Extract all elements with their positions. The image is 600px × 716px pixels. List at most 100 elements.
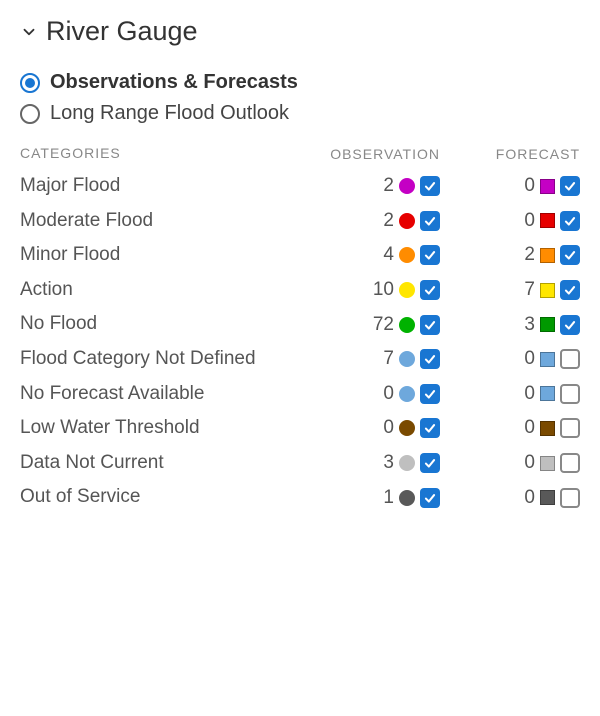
panel-title: River Gauge (46, 16, 198, 47)
forecast-color-swatch (540, 352, 555, 367)
forecast-count: 2 (513, 244, 535, 266)
observation-color-swatch (399, 213, 415, 229)
forecast-count: 0 (513, 348, 535, 370)
observation-group: 7 (372, 348, 440, 370)
header-observation: OBSERVATION (330, 146, 440, 162)
forecast-checkbox[interactable] (560, 453, 580, 473)
radio-observations-forecasts[interactable]: Observations & Forecasts (20, 71, 580, 94)
observation-count: 72 (372, 314, 394, 336)
table-row: Out of Service 1 0 (20, 484, 580, 511)
categories-table: CATEGORIES OBSERVATION FORECAST Major Fl… (20, 145, 580, 511)
forecast-group: 0 (513, 383, 580, 405)
forecast-color-swatch (540, 283, 555, 298)
header-categories: CATEGORIES (20, 145, 121, 161)
table-row: No Flood 72 3 (20, 311, 580, 338)
forecast-group: 0 (513, 348, 580, 370)
table-row: No Forecast Available 0 0 (20, 381, 580, 408)
table-row: Low Water Threshold 0 0 (20, 415, 580, 442)
radio-label: Observations & Forecasts (50, 71, 298, 94)
forecast-checkbox[interactable] (560, 211, 580, 231)
observation-checkbox[interactable] (420, 488, 440, 508)
observation-group: 2 (372, 175, 440, 197)
observation-checkbox[interactable] (420, 280, 440, 300)
forecast-count: 0 (513, 452, 535, 474)
table-row: Data Not Current 3 0 (20, 450, 580, 477)
forecast-count: 7 (513, 279, 535, 301)
observation-checkbox[interactable] (420, 349, 440, 369)
forecast-group: 0 (513, 210, 580, 232)
category-name: No Forecast Available (20, 383, 204, 404)
category-name: Major Flood (20, 175, 120, 196)
observation-group: 0 (372, 417, 440, 439)
forecast-group: 0 (513, 452, 580, 474)
observation-group: 72 (372, 314, 440, 336)
forecast-checkbox[interactable] (560, 280, 580, 300)
observation-count: 0 (372, 383, 394, 405)
forecast-checkbox[interactable] (560, 488, 580, 508)
observation-group: 4 (372, 244, 440, 266)
forecast-checkbox[interactable] (560, 245, 580, 265)
category-name: Out of Service (20, 486, 140, 507)
table-row: Minor Flood42 (20, 242, 580, 269)
forecast-color-swatch (540, 421, 555, 436)
observation-color-swatch (399, 455, 415, 471)
observation-checkbox[interactable] (420, 418, 440, 438)
observation-checkbox[interactable] (420, 384, 440, 404)
forecast-count: 0 (513, 210, 535, 232)
observation-color-swatch (399, 247, 415, 263)
observation-count: 1 (372, 487, 394, 509)
radio-selected-icon (20, 73, 40, 93)
observation-checkbox[interactable] (420, 176, 440, 196)
category-name: Low Water Threshold (20, 417, 200, 438)
forecast-checkbox[interactable] (560, 315, 580, 335)
category-name: No Flood (20, 313, 97, 334)
observation-color-swatch (399, 178, 415, 194)
forecast-color-swatch (540, 490, 555, 505)
forecast-count: 0 (513, 417, 535, 439)
table-row: Moderate Flood 2 0 (20, 208, 580, 235)
header-forecast: FORECAST (496, 146, 580, 162)
observation-color-swatch (399, 282, 415, 298)
category-name: Flood Category Not Defined (20, 348, 256, 369)
forecast-group: 0 (513, 175, 580, 197)
observation-group: 2 (372, 210, 440, 232)
category-name: Action (20, 279, 73, 300)
observation-checkbox[interactable] (420, 453, 440, 473)
observation-checkbox[interactable] (420, 211, 440, 231)
forecast-checkbox[interactable] (560, 418, 580, 438)
forecast-count: 3 (513, 314, 535, 336)
category-name: Moderate Flood (20, 210, 153, 231)
forecast-color-swatch (540, 386, 555, 401)
table-row: Major Flood 2 0 (20, 173, 580, 200)
forecast-checkbox[interactable] (560, 384, 580, 404)
observation-checkbox[interactable] (420, 245, 440, 265)
category-name: Data Not Current (20, 452, 164, 473)
view-mode-radio-group: Observations & Forecasts Long Range Floo… (20, 71, 580, 125)
observation-count: 7 (372, 348, 394, 370)
panel-header[interactable]: River Gauge (20, 16, 580, 47)
forecast-color-swatch (540, 213, 555, 228)
observation-count: 10 (372, 279, 394, 301)
forecast-group: 3 (513, 314, 580, 336)
observation-group: 1 (372, 487, 440, 509)
forecast-color-swatch (540, 248, 555, 263)
observation-group: 0 (372, 383, 440, 405)
observation-color-swatch (399, 351, 415, 367)
table-row: Flood Category Not Defined 7 0 (20, 346, 580, 373)
observation-count: 2 (372, 175, 394, 197)
forecast-checkbox[interactable] (560, 349, 580, 369)
observation-count: 3 (372, 452, 394, 474)
forecast-count: 0 (513, 487, 535, 509)
observation-color-swatch (399, 317, 415, 333)
observation-color-swatch (399, 386, 415, 402)
forecast-color-swatch (540, 317, 555, 332)
forecast-group: 0 (513, 487, 580, 509)
radio-long-range-outlook[interactable]: Long Range Flood Outlook (20, 102, 580, 125)
observation-group: 10 (372, 279, 440, 301)
chevron-down-icon (20, 23, 38, 41)
forecast-count: 0 (513, 383, 535, 405)
observation-color-swatch (399, 420, 415, 436)
forecast-checkbox[interactable] (560, 176, 580, 196)
radio-unselected-icon (20, 104, 40, 124)
observation-checkbox[interactable] (420, 315, 440, 335)
